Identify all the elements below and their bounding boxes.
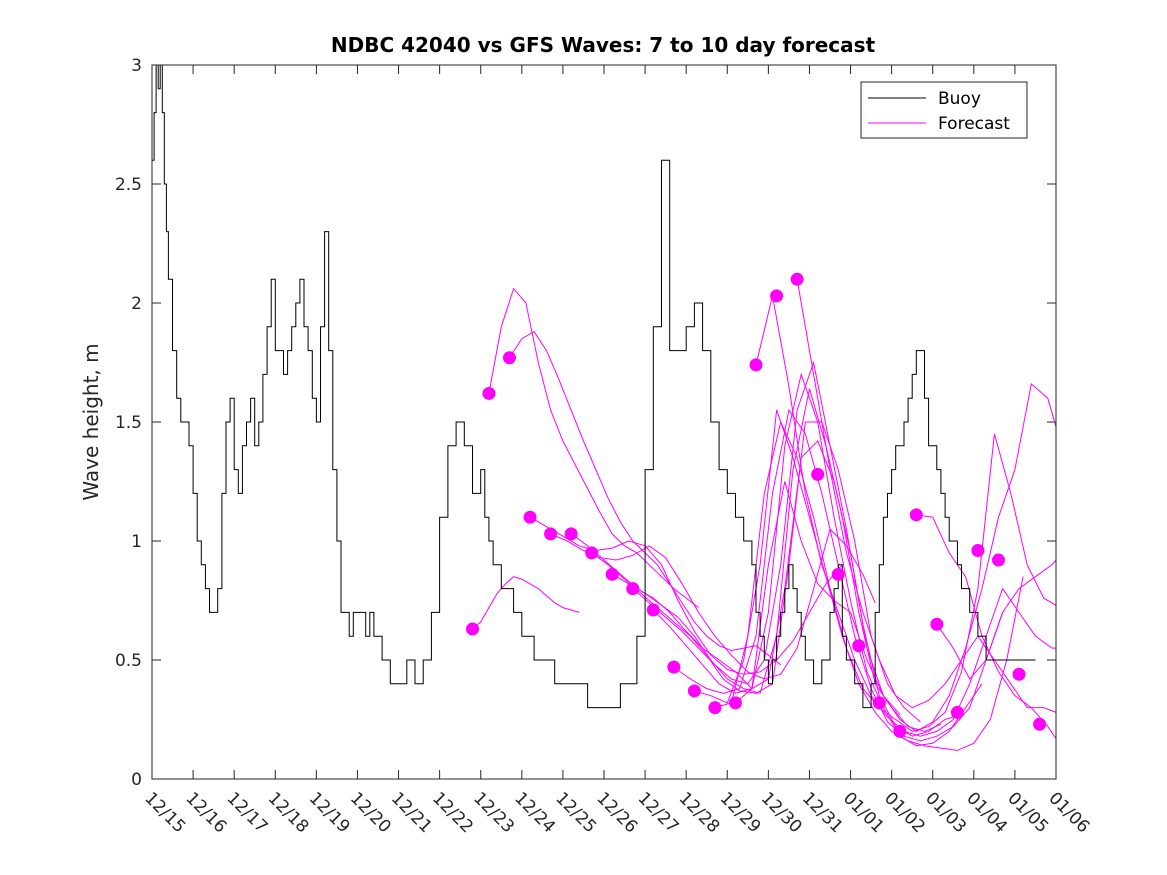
forecast-marker: [1033, 717, 1047, 731]
forecast-marker: [950, 705, 964, 719]
forecast-marker: [523, 510, 537, 524]
y-tick-label: 1: [131, 532, 142, 552]
plot-frame: [151, 64, 1057, 780]
forecast-series-group: [472, 279, 1057, 751]
forecast-marker: [646, 603, 660, 617]
forecast-line: [488, 287, 699, 608]
forecast-marker: [564, 527, 578, 541]
x-tick-label: 12/26: [592, 788, 641, 837]
forecast-marker: [728, 696, 742, 710]
forecast-marker: [605, 567, 619, 581]
forecast-marker: [1012, 667, 1026, 681]
forecast-marker: [790, 272, 804, 286]
x-tick-labels: 12/1512/1612/1712/1812/1912/2012/2112/22…: [140, 788, 1093, 837]
x-tick-label: 12/31: [798, 788, 847, 837]
x-tick-label: 12/23: [469, 788, 518, 837]
x-tick-label: 01/01: [839, 788, 888, 837]
y-tick-label: 0: [131, 770, 142, 790]
forecast-line: [916, 514, 1057, 739]
forecast-line: [714, 420, 1057, 732]
forecast-marker: [626, 582, 640, 596]
x-tick-label: 12/24: [510, 788, 559, 837]
x-tick-label: 01/03: [921, 788, 970, 837]
y-tick-label: 2.5: [115, 175, 142, 195]
legend-label-buoy: Buoy: [938, 89, 981, 109]
forecast-line: [796, 279, 1057, 713]
x-tick-label: 01/06: [1044, 788, 1093, 837]
forecast-line: [570, 440, 901, 716]
forecast-marker: [991, 553, 1005, 567]
x-tick-label: 01/04: [962, 788, 1011, 837]
forecast-line: [529, 516, 843, 675]
buoy-line: [152, 64, 1036, 709]
legend-label-forecast: Forecast: [938, 114, 1010, 134]
forecast-marker: [770, 289, 784, 303]
forecast-line: [652, 372, 983, 747]
plot-background: [152, 65, 1056, 779]
x-tick-label: 12/21: [387, 788, 436, 837]
forecast-line: [735, 382, 1057, 732]
x-tick-label: 12/28: [675, 788, 724, 837]
legend-box: [860, 81, 1028, 139]
y-tick-label: 1.5: [115, 413, 142, 433]
x-tick-label: 01/05: [1003, 788, 1052, 837]
x-tick-label: 12/22: [428, 788, 477, 837]
forecast-marker: [909, 508, 923, 522]
forecast-marker: [930, 617, 944, 631]
x-tick-label: 01/02: [880, 788, 929, 837]
forecast-marker: [502, 351, 516, 365]
buoy-series-group: [152, 64, 1036, 709]
forecast-line: [755, 295, 1056, 737]
x-tick-label: 12/17: [223, 788, 272, 837]
forecast-marker: [708, 701, 722, 715]
forecast-marker: [466, 622, 480, 636]
y-tick-labels: 0 0.5 1 1.5 2 2.5 3: [115, 56, 142, 790]
y-tick-label: 3: [131, 56, 142, 76]
y-tick-label: 0.5: [115, 651, 142, 671]
forecast-line: [472, 576, 580, 630]
x-tick-label: 12/30: [757, 788, 806, 837]
forecast-line: [936, 559, 1057, 680]
x-tick-label: 12/20: [346, 788, 395, 837]
chart-title: NDBC 42040 vs GFS Waves: 7 to 10 day for…: [331, 33, 876, 57]
legend: Buoy Forecast: [860, 81, 1028, 139]
forecast-marker: [852, 639, 866, 653]
x-tick-label: 12/19: [305, 788, 354, 837]
x-tick-label: 12/16: [182, 788, 231, 837]
x-tick-label: 12/29: [716, 788, 765, 837]
forecast-marker: [893, 724, 907, 738]
x-tick-label: 12/18: [264, 788, 313, 837]
y-axis-label: Wave height, m: [79, 343, 103, 500]
forecast-marker: [971, 544, 985, 558]
forecast-line: [550, 528, 876, 680]
x-tick-label: 12/25: [551, 788, 600, 837]
x-tick-label: 12/15: [140, 788, 189, 837]
forecast-marker: [687, 684, 701, 698]
forecast-markers: [466, 272, 1047, 738]
forecast-marker: [667, 660, 681, 674]
x-tick-label: 12/27: [634, 788, 683, 837]
forecast-marker: [544, 527, 558, 541]
forecast-marker: [482, 386, 496, 400]
forecast-marker: [811, 467, 825, 481]
forecast-line: [632, 360, 962, 737]
y-tick-label: 2: [131, 294, 142, 314]
forecast-line: [591, 421, 921, 723]
forecast-marker: [831, 567, 845, 581]
forecast-marker: [585, 546, 599, 560]
forecast-marker: [749, 358, 763, 372]
forecast-marker: [872, 696, 886, 710]
